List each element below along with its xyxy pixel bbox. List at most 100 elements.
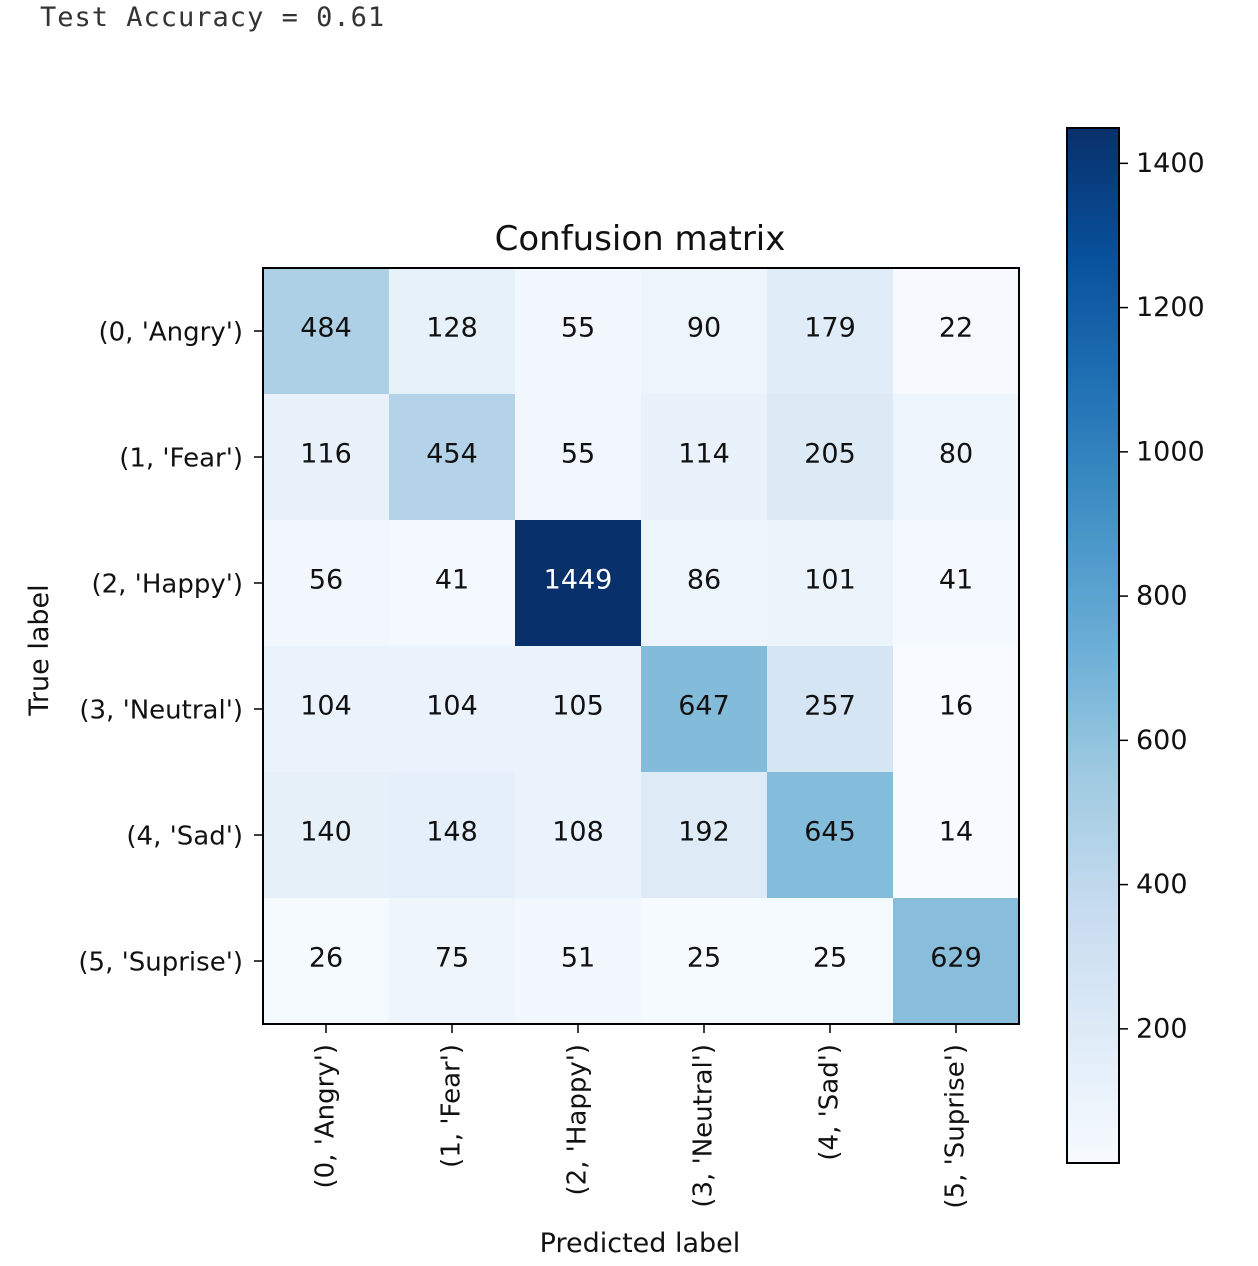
heatmap-cell	[515, 772, 642, 899]
colorbar-tick-label: 1000	[1136, 436, 1205, 467]
heatmap-cell	[641, 898, 768, 1025]
cell-value-label: 104	[300, 691, 352, 722]
heatmap-cell	[641, 268, 768, 395]
colorbar-ticks: 200 400 600 800 1000 1200 1400	[1119, 148, 1205, 1044]
heatmap-cell	[767, 772, 894, 899]
y-tick-label: (0, 'Angry')	[99, 318, 244, 348]
cell-value-label: 128	[426, 313, 478, 344]
colorbar	[1066, 127, 1120, 1164]
cell-value-label: 484	[300, 313, 352, 344]
heatmap-cell	[641, 646, 768, 773]
cell-value-label: 86	[687, 565, 721, 596]
colorbar-tick-label: 200	[1136, 1013, 1188, 1044]
heatmap-cell	[767, 646, 894, 773]
y-tick-label: (4, 'Sad')	[126, 822, 243, 852]
x-tick-label: (2, 'Happy')	[563, 1044, 593, 1196]
heatmap-cell	[515, 520, 642, 647]
heatmap-cell	[263, 772, 390, 899]
heatmap-cell	[767, 898, 894, 1025]
heatmap-cell	[263, 394, 390, 521]
x-axis-label: Predicted label	[540, 1228, 741, 1259]
heatmap-cell	[515, 268, 642, 395]
x-tick-label: (5, 'Suprise')	[941, 1044, 971, 1209]
heatmap-cell	[263, 646, 390, 773]
cell-value-label: 629	[930, 943, 982, 974]
heatmap-cell	[641, 394, 768, 521]
heatmap-cell	[641, 520, 768, 647]
cell-value-label: 41	[435, 565, 469, 596]
heatmap-cell	[389, 898, 516, 1025]
cell-value-label: 90	[687, 313, 721, 344]
heatmap-cell	[515, 394, 642, 521]
cell-value-label: 16	[939, 691, 973, 722]
colorbar-tick-label: 600	[1136, 725, 1188, 756]
x-tick-label: (4, 'Sad')	[815, 1044, 845, 1161]
cell-value-label: 108	[552, 817, 604, 848]
cell-value-label: 22	[939, 313, 973, 344]
cell-value-label: 116	[300, 439, 352, 470]
y-axis-ticks: (0, 'Angry') (1, 'Fear') (2, 'Happy') (3, '…	[78, 318, 263, 978]
cell-value-label: 105	[552, 691, 604, 722]
cell-value-label: 192	[678, 817, 730, 848]
colorbar-tick-label: 1400	[1136, 148, 1205, 179]
cell-value-label: 26	[309, 943, 343, 974]
cell-value-label: 55	[561, 313, 595, 344]
colorbar-tick-label: 1200	[1136, 292, 1205, 323]
cell-value-label: 25	[813, 943, 847, 974]
colorbar-tick-label: 400	[1136, 869, 1188, 900]
heatmap-cells	[263, 268, 1020, 1025]
heatmap-cell	[389, 772, 516, 899]
heatmap-cell	[389, 394, 516, 521]
y-tick-label: (5, 'Suprise')	[78, 948, 243, 978]
cell-value-label: 55	[561, 439, 595, 470]
cell-value-label: 101	[804, 565, 856, 596]
accuracy-output-text: Test Accuracy = 0.61	[40, 2, 386, 33]
cell-value-label: 647	[678, 691, 730, 722]
cell-value-label: 205	[804, 439, 856, 470]
y-tick-label: (2, 'Happy')	[91, 570, 243, 600]
cell-value-label: 140	[300, 817, 352, 848]
heatmap-cell	[263, 268, 390, 395]
cell-value-label: 75	[435, 943, 469, 974]
y-tick-label: (1, 'Fear')	[119, 444, 243, 474]
y-axis-label: True label	[24, 584, 55, 716]
cell-value-label: 104	[426, 691, 478, 722]
heatmap-cell	[263, 520, 390, 647]
heatmap-cell	[893, 268, 1020, 395]
cell-value-label: 51	[561, 943, 595, 974]
cell-value-label: 25	[687, 943, 721, 974]
cell-value-label: 114	[678, 439, 730, 470]
heatmap-cell	[263, 898, 390, 1025]
heatmap-cell-labels: 484 128 55 90 179 22 116 454 55 114 205 80 56 41 1449 8…	[300, 313, 982, 974]
x-tick-label: (1, 'Fear')	[437, 1044, 467, 1168]
cell-value-label: 645	[804, 817, 856, 848]
heatmap-cell	[641, 772, 768, 899]
cell-value-label: 148	[426, 817, 478, 848]
cell-value-label: 257	[804, 691, 856, 722]
heatmap-cell	[389, 268, 516, 395]
heatmap-cell	[389, 646, 516, 773]
cell-value-label: 80	[939, 439, 973, 470]
plot-frame	[262, 267, 1020, 1025]
heatmap-cell	[767, 394, 894, 521]
chart-title: Confusion matrix	[495, 219, 786, 259]
heatmap-cell	[893, 772, 1020, 899]
heatmap-cell	[515, 646, 642, 773]
heatmap-cell	[389, 520, 516, 647]
x-axis-ticks: (0, 'Angry') (1, 'Fear') (2, 'Happy') (3, '…	[311, 1024, 971, 1209]
heatmap-cell	[893, 646, 1020, 773]
cell-value-label: 41	[939, 565, 973, 596]
cell-value-label: 56	[309, 565, 343, 596]
cell-value-label: 14	[939, 817, 973, 848]
heatmap-cell	[767, 268, 894, 395]
x-tick-label: (3, 'Neutral')	[689, 1044, 719, 1208]
heatmap-cell	[893, 394, 1020, 521]
cell-value-label: 454	[426, 439, 478, 470]
cell-value-label: 179	[804, 313, 856, 344]
x-tick-label: (0, 'Angry')	[311, 1044, 341, 1189]
colorbar-tick-label: 800	[1136, 581, 1188, 612]
cell-value-label: 1449	[544, 565, 613, 596]
heatmap-cell	[767, 520, 894, 647]
y-tick-label: (3, 'Neutral')	[79, 696, 243, 726]
